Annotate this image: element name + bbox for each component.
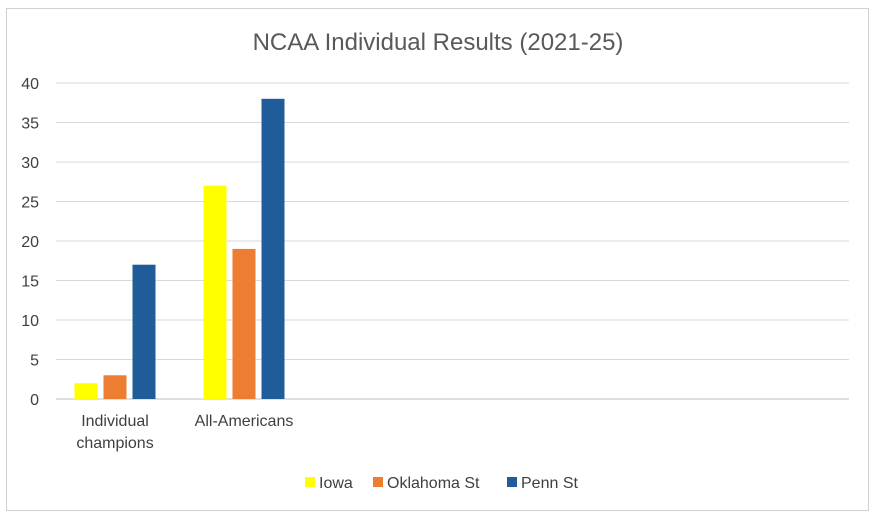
y-tick-label: 0 [30, 392, 39, 409]
bar-oklahoma-st-0 [103, 375, 127, 399]
y-tick-label: 5 [30, 353, 39, 370]
bar-iowa-0 [74, 383, 98, 399]
legend-label: Oklahoma St [387, 475, 480, 492]
y-tick-label: 15 [21, 274, 39, 291]
chart-frame: NCAA Individual Results (2021-25) 0 5 10 15… [6, 8, 869, 511]
legend-swatch [373, 477, 383, 487]
y-tick-label: 10 [21, 313, 39, 330]
y-tick-label: 25 [21, 195, 39, 212]
bar-penn-st-0 [132, 264, 156, 399]
legend-swatch [507, 477, 517, 487]
x-category-label: Individual [81, 413, 149, 430]
y-tick-label: 40 [21, 76, 39, 93]
x-category-label: All-Americans [195, 413, 294, 430]
bar-penn-st-1 [261, 98, 285, 400]
legend-label: Penn St [521, 475, 578, 492]
chart-title: NCAA Individual Results (2021-25) [253, 29, 624, 56]
y-tick-label: 20 [21, 234, 39, 251]
legend-swatch [305, 477, 315, 487]
bars [74, 98, 285, 400]
legend-label: Iowa [319, 475, 353, 492]
legend: Iowa Oklahoma St Penn St [305, 475, 578, 492]
y-axis-tick-labels: 0 5 10 15 20 25 30 35 40 [21, 76, 39, 409]
gridlines [56, 82, 849, 400]
x-axis-category-labels: Individual champions All-Americans [76, 413, 293, 452]
y-tick-label: 35 [21, 116, 39, 133]
chart-svg: NCAA Individual Results (2021-25) 0 5 10 15… [21, 29, 849, 492]
bar-oklahoma-st-1 [232, 248, 256, 399]
bar-iowa-1 [203, 185, 227, 399]
y-tick-label: 30 [21, 155, 39, 172]
x-category-label: champions [76, 435, 153, 452]
